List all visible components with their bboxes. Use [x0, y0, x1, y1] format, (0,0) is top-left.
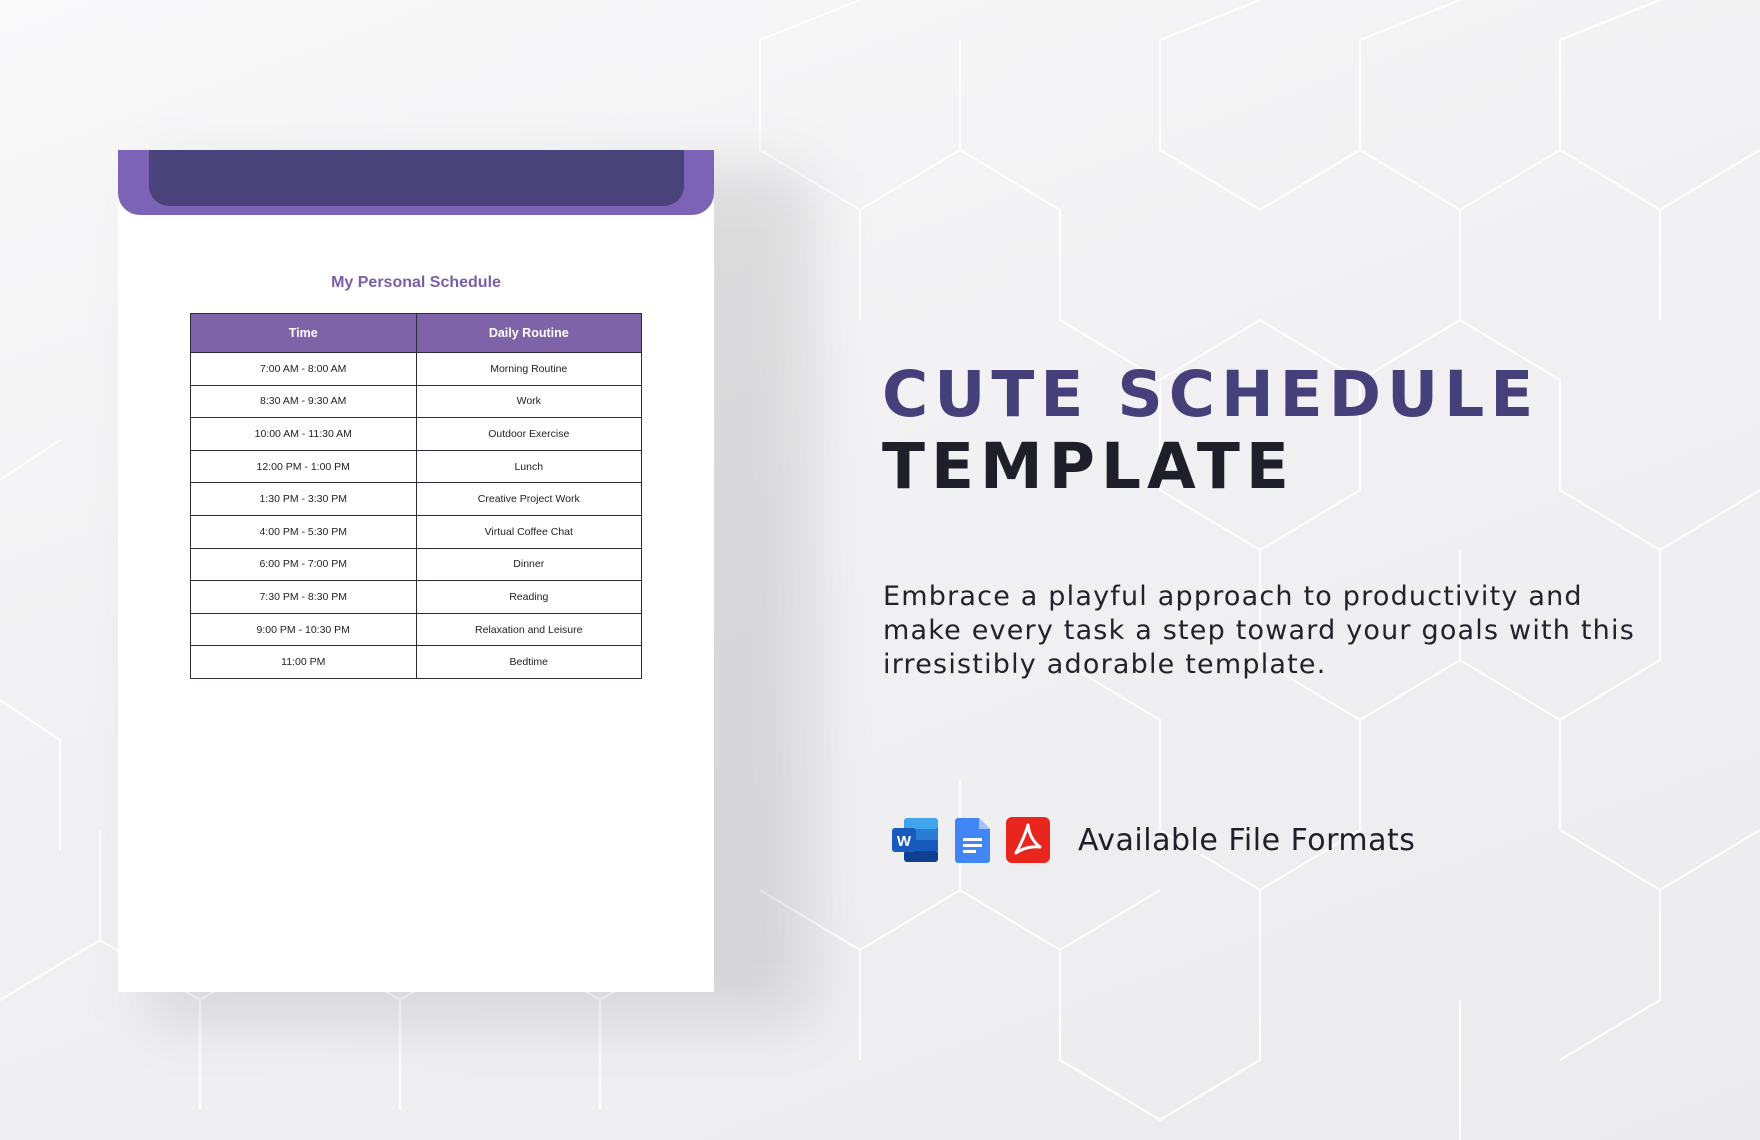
time-cell: 7:00 AM - 8:00 AM [190, 352, 417, 386]
table-row: 11:00 PM Bedtime [190, 645, 642, 679]
routine-cell: Outdoor Exercise [415, 417, 642, 451]
time-cell: 6:00 PM - 7:00 PM [190, 547, 417, 582]
time-cell: 12:00 PM - 1:00 PM [190, 449, 417, 484]
routine-cell: Dinner [415, 547, 642, 582]
available-formats-label: Available File Formats [1078, 822, 1416, 858]
routine-cell: Reading [415, 580, 642, 614]
routine-cell: Lunch [415, 449, 642, 484]
table-row: 9:00 PM - 10:30 PM Relaxation and Leisur… [190, 612, 642, 647]
file-formats-row: W Available File Formats [890, 815, 1415, 865]
schedule-table: Time Daily Routine 7:00 AM - 8:00 AM Mor… [190, 313, 642, 679]
table-row: 12:00 PM - 1:00 PM Lunch [190, 449, 642, 484]
time-cell: 10:00 AM - 11:30 AM [190, 417, 417, 451]
routine-cell: Work [415, 384, 642, 419]
routine-cell: Morning Routine [415, 352, 642, 386]
table-row: 6:00 PM - 7:00 PM Dinner [190, 547, 642, 582]
promo-description: Embrace a playful approach to productivi… [883, 581, 1635, 680]
routine-cell: Virtual Coffee Chat [415, 514, 642, 549]
routine-cell: Relaxation and Leisure [415, 612, 642, 647]
time-cell: 1:30 PM - 3:30 PM [190, 482, 417, 516]
svg-text:W: W [897, 833, 912, 850]
table-row: 7:30 PM - 8:30 PM Reading [190, 580, 642, 614]
routine-cell: Creative Project Work [415, 482, 642, 516]
time-cell: 4:00 PM - 5:30 PM [190, 514, 417, 549]
column-header-daily-routine: Daily Routine [415, 313, 642, 353]
table-header-row: Time Daily Routine [190, 313, 642, 353]
table-row: 7:00 AM - 8:00 AM Morning Routine [190, 352, 642, 386]
promo-title-line-2: TEMPLATE [882, 430, 1295, 503]
routine-cell: Bedtime [415, 645, 642, 679]
time-cell: 8:30 AM - 9:30 AM [190, 384, 417, 419]
time-cell: 7:30 PM - 8:30 PM [190, 580, 417, 614]
column-header-time: Time [190, 313, 417, 353]
promo-title-line-1: CUTE SCHEDULE [882, 358, 1540, 431]
time-cell: 11:00 PM [190, 645, 417, 679]
table-row: 10:00 AM - 11:30 AM Outdoor Exercise [190, 417, 642, 451]
google-docs-icon[interactable] [946, 816, 998, 864]
word-icon[interactable]: W [890, 816, 942, 864]
document-header-inner-band [149, 150, 684, 206]
table-row: 8:30 AM - 9:30 AM Work [190, 384, 642, 419]
table-row: 4:00 PM - 5:30 PM Virtual Coffee Chat [190, 514, 642, 549]
table-row: 1:30 PM - 3:30 PM Creative Project Work [190, 482, 642, 516]
document-title: My Personal Schedule [331, 274, 501, 291]
document-header-band [118, 150, 714, 215]
pdf-icon[interactable] [1002, 816, 1054, 864]
time-cell: 9:00 PM - 10:30 PM [190, 612, 417, 647]
document-preview: My Personal Schedule Time Daily Routine … [118, 150, 714, 992]
